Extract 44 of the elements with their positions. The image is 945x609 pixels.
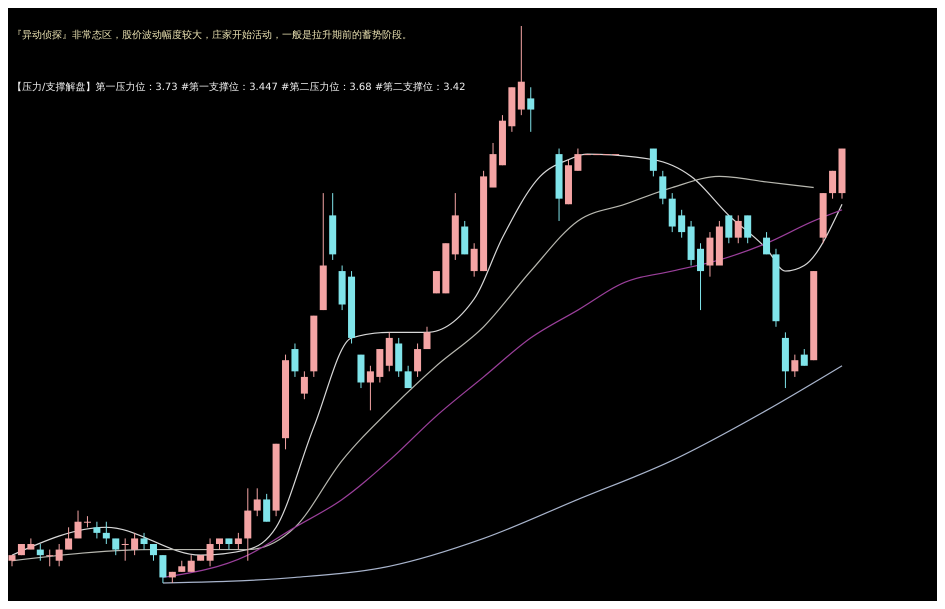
candlestick <box>102 521 110 545</box>
candlestick <box>8 554 16 567</box>
candlestick <box>763 232 770 255</box>
candlestick <box>791 354 798 378</box>
candlestick <box>744 214 752 244</box>
candlestick <box>404 365 412 389</box>
candlestick <box>178 560 186 572</box>
candlestick <box>650 148 657 177</box>
candlestick <box>74 510 82 539</box>
candlestick <box>432 270 440 294</box>
candlestick <box>206 538 214 567</box>
candlestick <box>725 214 732 244</box>
candlestick <box>366 365 374 411</box>
candlestick <box>527 86 534 132</box>
candlestick <box>112 538 120 556</box>
candlestick <box>234 532 242 550</box>
candlestick <box>65 526 72 550</box>
candlestick <box>188 554 195 572</box>
candlestick <box>46 549 54 567</box>
candlestick <box>93 521 100 539</box>
candlestick <box>734 214 742 244</box>
candlestick <box>263 493 270 522</box>
candlestick <box>300 370 308 400</box>
candlestick <box>140 532 148 550</box>
candlestick <box>414 342 422 378</box>
annotation: 【压力/支撑解盘】第一压力位：3.73 #第一支撑位：3.447 #第二压力位：3.68 #第二支撑位：3.42 <box>12 81 466 93</box>
candlestick <box>131 532 138 556</box>
candlestick <box>254 488 261 517</box>
candlestick <box>678 209 686 238</box>
candlestick <box>84 516 91 528</box>
candlestick <box>829 170 836 200</box>
annotation: 『异动侦探』非常态区，股价波动幅度较大，庄家开始活动，一般是拉升期前的蓄势阶段。 <box>12 29 412 41</box>
candlestick <box>697 242 704 311</box>
candlestick <box>150 544 157 562</box>
candlestick <box>291 342 298 378</box>
candlestick <box>659 170 666 205</box>
candlestick <box>122 538 129 562</box>
candlestick <box>574 148 582 172</box>
candlestick <box>56 544 63 567</box>
candlestick <box>800 348 808 366</box>
candlestick <box>36 544 44 562</box>
candlestick <box>424 326 430 350</box>
candlestick <box>159 554 166 584</box>
candlestick <box>470 242 478 278</box>
